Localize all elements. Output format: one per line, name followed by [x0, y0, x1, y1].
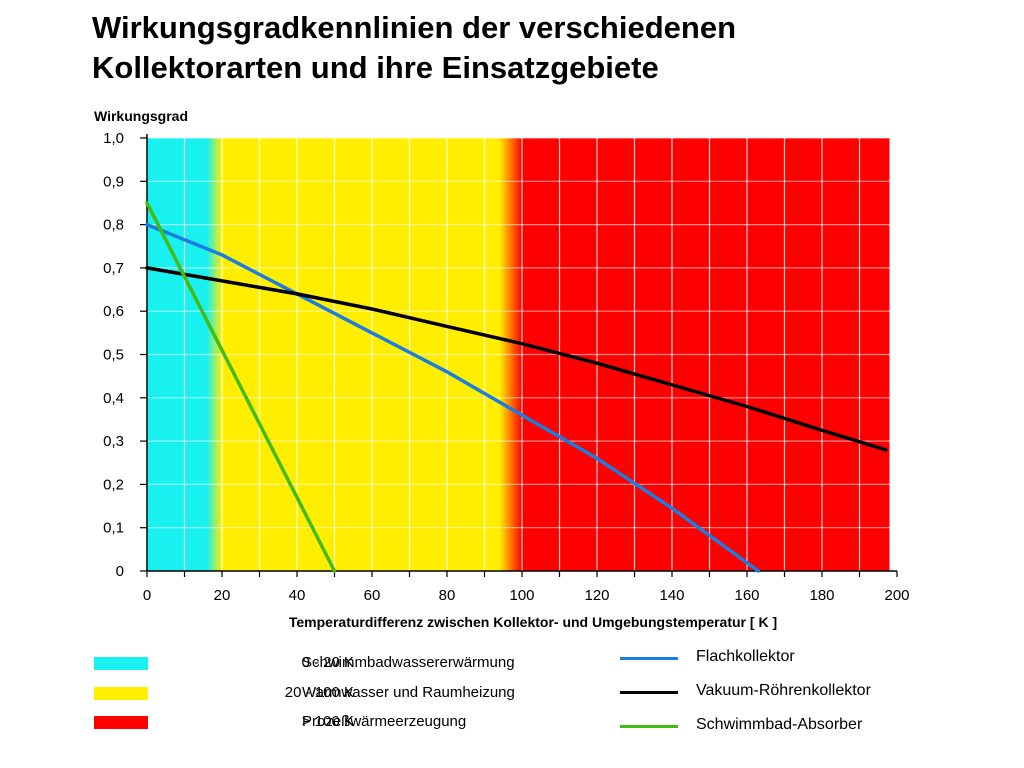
y-tick-label: 1,0	[103, 130, 124, 147]
title-line-2: Kollektorarten und ihre Einsatzgebiete	[92, 50, 659, 85]
axes: 0 20 40 60 80 100 120 140 160 180 200 0 0,1 0,2 0,3 0,4…	[103, 130, 909, 604]
x-tick-label: 140	[659, 587, 684, 604]
series-line-1	[145, 222, 761, 573]
x-axis-label: Temperaturdifferenz zwischen Kollektor- …	[289, 614, 777, 630]
legend-range: 0 - 20 K	[301, 654, 354, 671]
legend-usage: Warmwasser und Raumheizung	[302, 684, 515, 701]
y-tick-label: 0	[116, 563, 124, 580]
legend-swatch-red	[94, 716, 148, 729]
x-tick-label: 40	[289, 587, 306, 604]
title-line-1: Wirkungsgradkennlinien der verschiedenen	[92, 10, 737, 45]
y-tick-label: 0,6	[103, 303, 124, 320]
legend-line-label: Flachkollektor	[696, 648, 795, 665]
x-tick-label: 180	[809, 587, 834, 604]
x-tick-label: 60	[364, 587, 381, 604]
x-tick-label: 0	[143, 587, 151, 604]
legend-line-blue	[620, 657, 678, 660]
y-tick-label: 0,2	[103, 476, 124, 493]
y-tick-label: 0,4	[103, 390, 124, 407]
series-line-3	[145, 201, 337, 573]
series-line-2	[145, 266, 888, 452]
y-tick-label: 0,7	[103, 260, 124, 277]
legend-line-label: Schwimmbad-Absorber	[696, 716, 863, 733]
y-tick-label: 0,5	[103, 347, 124, 364]
series	[145, 201, 888, 573]
page-title: Wirkungsgradkennlinien der verschiedenen…	[92, 8, 992, 88]
grid	[147, 137, 890, 571]
y-axis-label: Wirkungsgrad	[94, 108, 188, 124]
efficiency-chart: 0 20 40 60 80 100 120 140 160 180 200 0 0,1 0,2 0,3 0,4…	[94, 108, 910, 630]
legend-swatch-cyan	[94, 657, 148, 670]
legend-line-black	[620, 691, 678, 694]
y-tick-label: 0,9	[103, 173, 124, 190]
legend-line-label: Vakuum-Röhrenkollektor	[696, 682, 871, 699]
legend-line-green	[620, 725, 678, 728]
legend-swatch-yellow	[94, 687, 148, 700]
y-tick-label: 0,3	[103, 433, 124, 450]
x-tick-label: 120	[584, 587, 609, 604]
y-tick-label: 0,1	[103, 520, 124, 537]
x-tick-label: 20	[214, 587, 231, 604]
x-tick-label: 100	[509, 587, 534, 604]
legend-usage: Schwimmbadwassererwärmung	[302, 654, 515, 671]
legend-usage: Prozeßwärmeerzeugung	[302, 713, 467, 730]
x-tick-label: 200	[884, 587, 909, 604]
x-tick-label: 80	[439, 587, 456, 604]
y-tick-label: 0,8	[103, 217, 124, 234]
x-tick-label: 160	[734, 587, 759, 604]
legend-range: > 100 K	[301, 713, 354, 730]
legend-range: 20 - 100 K	[284, 684, 354, 701]
